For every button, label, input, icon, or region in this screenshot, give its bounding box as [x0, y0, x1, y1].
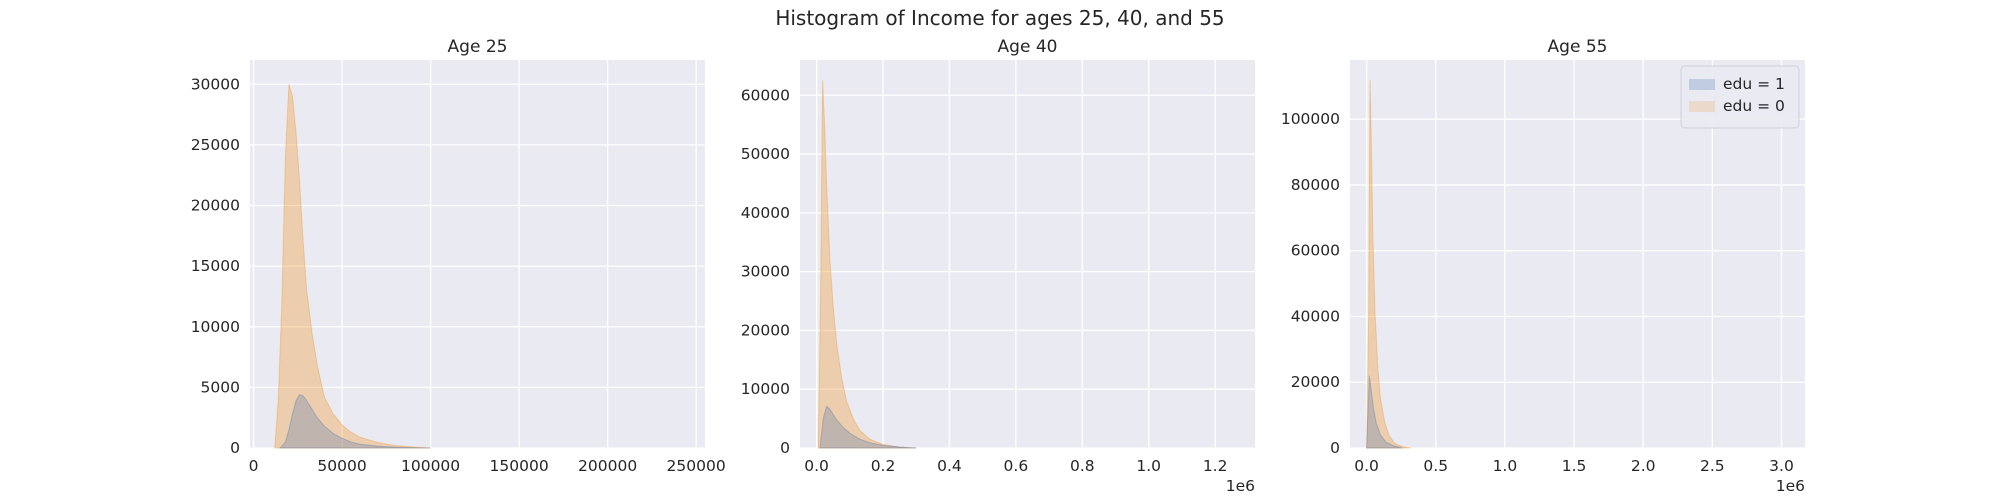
- x-tick-label: 0.2: [871, 457, 896, 475]
- series-area-edu-1: [1366, 375, 1403, 449]
- plot-background: [800, 60, 1255, 448]
- panel-title: Age 55: [1548, 37, 1608, 57]
- legend-label-edu-0: edu = 0: [1723, 97, 1785, 115]
- figure-title: Histogram of Income for ages 25, 40, and…: [775, 6, 1224, 30]
- y-tick-label: 15000: [191, 257, 240, 275]
- y-tick-label: 40000: [741, 204, 790, 222]
- y-tick-label: 20000: [1291, 373, 1340, 391]
- y-tick-label: 0: [1330, 439, 1340, 457]
- legend: edu = 1 edu = 0: [1680, 65, 1800, 129]
- x-tick-label: 1.0: [1136, 457, 1161, 475]
- y-tick-label: 30000: [191, 75, 240, 93]
- plot-background: [250, 60, 705, 448]
- y-tick-label: 10000: [741, 380, 790, 398]
- x-tick-label: 150000: [490, 457, 549, 475]
- x-tick-label: 200000: [578, 457, 637, 475]
- y-tick-label: 5000: [201, 378, 240, 396]
- panel-title: Age 25: [448, 37, 508, 57]
- y-tick-label: 0: [780, 439, 790, 457]
- x-tick-label: 0.0: [1354, 457, 1379, 475]
- series-area-edu-0: [274, 84, 431, 449]
- legend-swatch-edu-1: [1689, 79, 1715, 90]
- y-tick-label: 0: [230, 439, 240, 457]
- y-tick-label: 20000: [741, 321, 790, 339]
- y-tick-label: 60000: [741, 86, 790, 104]
- panel-age-40: Age 40 0.0 0.2 0.4 0.6 0.8 1.0 1.2 0 10000 20000 30…: [741, 37, 1255, 495]
- y-tick-label: 20000: [191, 197, 240, 215]
- y-tick-label: 25000: [191, 136, 240, 154]
- x-tick-label: 0.6: [1004, 457, 1029, 475]
- legend-label-edu-1: edu = 1: [1723, 75, 1785, 93]
- x-tick-label: 2.5: [1700, 457, 1725, 475]
- series-area-edu-0: [1366, 79, 1411, 449]
- x-tick-label: 0.5: [1423, 457, 1448, 475]
- series-area-edu-1: [819, 405, 917, 449]
- x-tick-label: 1.0: [1493, 457, 1518, 475]
- x-tick-label: 1.5: [1562, 457, 1587, 475]
- x-tick-label: 0.0: [804, 457, 829, 475]
- y-tick-label: 30000: [741, 263, 790, 281]
- x-offset-label: 1e6: [1226, 477, 1255, 495]
- panel-title: Age 40: [998, 37, 1058, 57]
- panel-age-55: Age 55 0.0 0.5 1.0 1.5 2.0 2.5 3.0 0 20000 40000 60…: [1281, 37, 1805, 495]
- x-tick-label: 0: [249, 457, 259, 475]
- x-tick-label: 50000: [317, 457, 366, 475]
- y-tick-label: 50000: [741, 145, 790, 163]
- x-offset-label: 1e6: [1776, 477, 1805, 495]
- legend-swatch-edu-0: [1689, 101, 1715, 112]
- series-area-edu-0: [817, 80, 917, 449]
- x-tick-label: 1.2: [1203, 457, 1228, 475]
- x-tick-label: 3.0: [1769, 457, 1794, 475]
- panel-age-25: Age 25 0 50000 100000 150000 200000 250000 0 500…: [191, 37, 726, 475]
- y-tick-label: 60000: [1291, 242, 1340, 260]
- y-tick-label: 100000: [1281, 110, 1340, 128]
- y-tick-label: 80000: [1291, 176, 1340, 194]
- y-tick-label: 40000: [1291, 307, 1340, 325]
- legend-box: [1680, 65, 1800, 129]
- y-tick-label: 10000: [191, 318, 240, 336]
- series-area-edu-1: [278, 394, 431, 449]
- x-tick-label: 0.4: [937, 457, 962, 475]
- x-tick-label: 100000: [401, 457, 460, 475]
- x-tick-label: 250000: [667, 457, 726, 475]
- x-tick-label: 0.8: [1070, 457, 1095, 475]
- x-tick-label: 2.0: [1631, 457, 1656, 475]
